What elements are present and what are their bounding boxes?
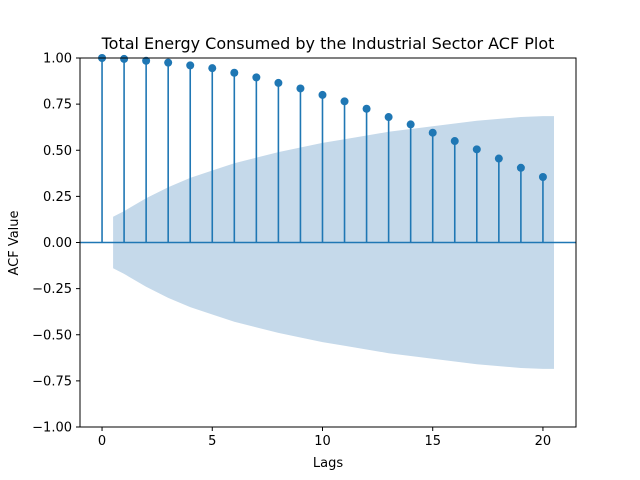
acf-point — [252, 73, 261, 82]
acf-point — [472, 145, 481, 154]
y-tick-label: 1.00 — [43, 52, 72, 67]
y-tick-label: 0.50 — [43, 144, 72, 159]
acf-point — [164, 58, 173, 67]
acf-point — [450, 137, 459, 146]
acf-point — [186, 61, 195, 70]
x-tick-label: 5 — [208, 434, 216, 449]
y-tick-label: −1.00 — [32, 421, 72, 436]
acf-point — [230, 68, 239, 77]
chart-title: Total Energy Consumed by the Industrial … — [101, 34, 555, 53]
acf-point — [274, 78, 283, 87]
y-tick-label: 0.00 — [43, 236, 72, 251]
acf-point — [208, 64, 217, 73]
x-tick-label: 10 — [314, 434, 331, 449]
y-tick-label: −0.25 — [32, 282, 72, 297]
acf-point — [428, 128, 437, 137]
x-axis-label: Lags — [313, 456, 343, 471]
acf-point — [318, 90, 327, 99]
y-tick-label: 0.25 — [43, 190, 72, 205]
x-tick-label: 15 — [424, 434, 441, 449]
acf-point — [142, 56, 151, 65]
acf-point — [340, 97, 349, 106]
y-tick-label: −0.75 — [32, 374, 72, 389]
acf-point — [384, 113, 393, 122]
acf-point — [296, 84, 305, 93]
y-axis-label: ACF Value — [7, 210, 22, 275]
acf-point — [494, 154, 503, 163]
acf-point — [538, 173, 547, 182]
acf-point — [516, 163, 525, 172]
x-tick-label: 0 — [98, 434, 106, 449]
y-tick-label: 0.75 — [43, 98, 72, 113]
acf-point — [120, 54, 129, 63]
acf-point — [362, 104, 371, 113]
acf-point — [406, 120, 415, 129]
x-tick-label: 20 — [535, 434, 552, 449]
y-tick-label: −0.50 — [32, 328, 72, 343]
